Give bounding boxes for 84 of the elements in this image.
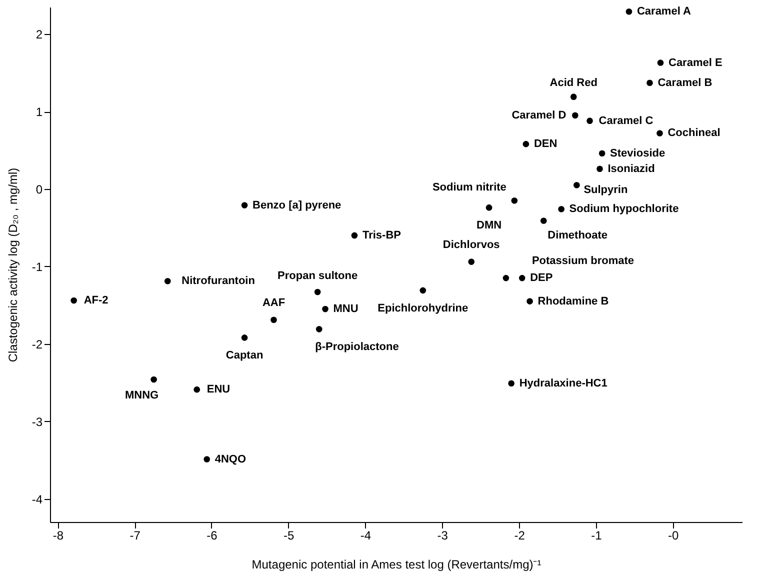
annotation: β-Propiolactone bbox=[315, 341, 399, 354]
point bbox=[70, 297, 77, 304]
y-axis-title: Clastogenic activity log (D₂₀ , mg/ml) bbox=[6, 168, 20, 362]
y-tick-label: -2 bbox=[32, 337, 43, 352]
point bbox=[511, 197, 518, 204]
point bbox=[540, 218, 547, 224]
point bbox=[656, 130, 663, 136]
point bbox=[241, 202, 248, 208]
point bbox=[646, 80, 653, 86]
annotation: AF-2 bbox=[84, 294, 108, 307]
annotation: Hydralaxine-HC1 bbox=[519, 377, 608, 390]
point bbox=[626, 8, 632, 15]
annotation: Potassium bromate bbox=[532, 255, 634, 268]
y-tick-label: -1 bbox=[32, 260, 43, 274]
point bbox=[558, 206, 564, 212]
x-tick-label: -3 bbox=[437, 528, 448, 542]
y-tick-label: 2 bbox=[36, 28, 43, 42]
point bbox=[316, 326, 322, 332]
annotation: 4NQO bbox=[214, 453, 246, 466]
point bbox=[526, 298, 533, 304]
annotation: Captan bbox=[226, 350, 264, 362]
x-tick-label: -2 bbox=[514, 528, 526, 542]
annotation: Propan sultone bbox=[278, 270, 358, 282]
annotation: MNU bbox=[333, 303, 358, 316]
point bbox=[572, 112, 578, 119]
annotation: Acid Red bbox=[550, 76, 598, 89]
annotation: Epichlorohydrine bbox=[378, 302, 468, 314]
annotation: Cochineal bbox=[668, 127, 720, 140]
point bbox=[508, 380, 514, 387]
annotation: Tris-BP bbox=[362, 229, 401, 242]
point bbox=[164, 278, 171, 284]
point bbox=[586, 118, 593, 124]
annotation: Caramel B bbox=[658, 76, 712, 89]
point bbox=[468, 258, 475, 265]
point bbox=[574, 182, 580, 188]
x-tick-label: -8 bbox=[52, 528, 64, 542]
point bbox=[596, 166, 603, 172]
annotation: Caramel A bbox=[636, 6, 692, 18]
point bbox=[502, 274, 510, 282]
annotation: MNNG bbox=[124, 390, 159, 402]
annotation: DEN bbox=[534, 138, 558, 150]
x-tick-label: -1 bbox=[591, 528, 602, 542]
annotation: Caramel C bbox=[598, 114, 654, 127]
point bbox=[657, 60, 664, 66]
annotation: Dimethoate bbox=[548, 230, 608, 242]
x-tick-label: -4 bbox=[360, 528, 372, 542]
annotation: Rhodamine B bbox=[538, 295, 609, 308]
annotation: Nitrofurantoin bbox=[182, 275, 256, 288]
point bbox=[150, 376, 157, 383]
y-tick-label: 1 bbox=[36, 105, 43, 120]
annotation: Caramel D bbox=[512, 109, 566, 122]
point bbox=[314, 288, 321, 296]
point bbox=[598, 150, 606, 157]
annotation: DEP bbox=[530, 272, 553, 284]
point bbox=[518, 274, 526, 282]
annotation: Dichlorvos bbox=[442, 238, 500, 251]
y-tick-label: 0 bbox=[36, 182, 43, 196]
annotation: ENU bbox=[206, 384, 230, 396]
annotation: Benzo [a] pyrene bbox=[252, 199, 342, 212]
annotation: Sodium nitrite bbox=[432, 182, 506, 194]
annotation: Sulpyrin bbox=[584, 184, 628, 196]
point bbox=[522, 140, 530, 148]
x-tick-label: -6 bbox=[206, 528, 218, 542]
point bbox=[486, 204, 492, 211]
annotation: Stevioside bbox=[610, 147, 666, 160]
annotation: AAF bbox=[262, 296, 286, 309]
point bbox=[322, 306, 328, 312]
y-tick-label: -3 bbox=[32, 414, 43, 429]
x-tick-label: -7 bbox=[130, 528, 141, 542]
point bbox=[270, 316, 277, 324]
point bbox=[241, 334, 248, 341]
x-axis-title: Mutagenic potential in Ames test log (Revertants/mg)⁻¹ bbox=[252, 558, 542, 572]
point bbox=[351, 232, 358, 239]
point bbox=[194, 386, 200, 393]
x-tick-label: -5 bbox=[284, 528, 295, 542]
annotation: DMN bbox=[476, 220, 502, 232]
y-tick-label: -4 bbox=[32, 492, 43, 506]
annotation: Caramel E bbox=[668, 56, 722, 69]
point bbox=[204, 456, 210, 462]
annotation: Isoniazid bbox=[608, 162, 655, 175]
annotation: Sodium hypochlorite bbox=[569, 203, 679, 216]
point bbox=[420, 287, 426, 294]
point bbox=[570, 94, 577, 100]
x-tick-label: -0 bbox=[668, 528, 679, 542]
